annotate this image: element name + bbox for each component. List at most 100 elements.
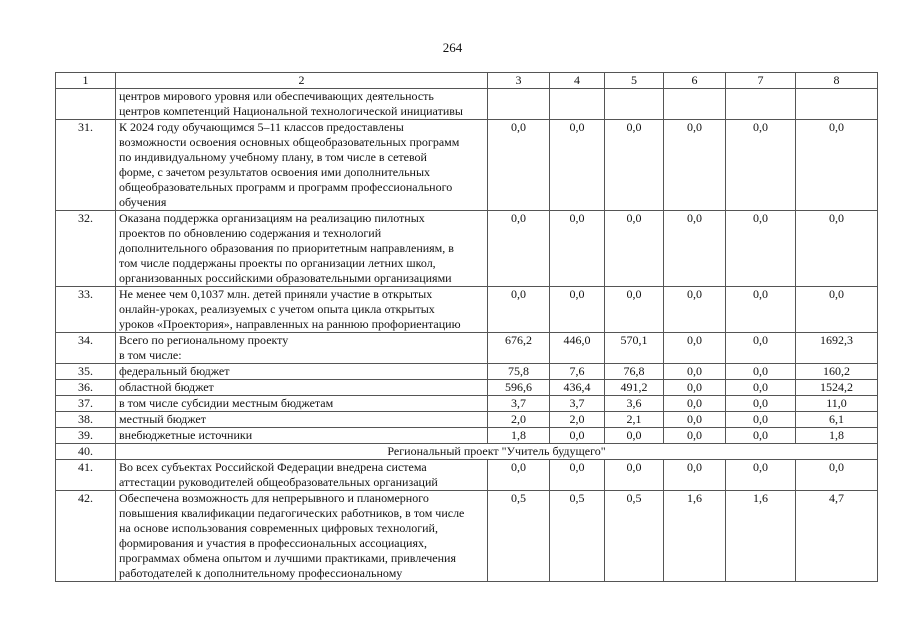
value-cell: 1524,2 xyxy=(795,379,878,396)
row-number-cell: 38. xyxy=(55,411,116,428)
value-cell: 0,0 xyxy=(663,332,726,364)
description-line: Оказана поддержка организациям на реализ… xyxy=(119,211,425,226)
header-cell: 2 xyxy=(115,72,488,89)
value-cell: 0,0 xyxy=(604,459,664,491)
value-cell: 0,0 xyxy=(549,119,605,211)
value-cell: 0,0 xyxy=(725,210,796,287)
row-number-cell: 36. xyxy=(55,379,116,396)
value-cell: 0,0 xyxy=(725,119,796,211)
table-row: 35. федеральный бюджет 75,8 7,6 76,8 0,0 0,0 16… xyxy=(55,363,878,380)
value-cell: 491,2 xyxy=(604,379,664,396)
header-cell: 7 xyxy=(725,72,796,89)
description-cell: Не менее чем 0,1037 млн. детей приняли у… xyxy=(115,286,488,333)
value-cell: 4,7 xyxy=(795,490,878,582)
description-cell: Во всех субъектах Российской Федерации в… xyxy=(115,459,488,491)
description-cell: в том числе субсидии местным бюджетам xyxy=(115,395,488,412)
value-cell: 0,0 xyxy=(725,286,796,333)
value-cell: 596,6 xyxy=(487,379,550,396)
description-line: Во всех субъектах Российской Федерации в… xyxy=(119,460,427,475)
value-cell: 1,8 xyxy=(487,427,550,444)
value-cell: 75,8 xyxy=(487,363,550,380)
description-line: возможности освоения основных общеобразо… xyxy=(119,135,460,149)
table-row: центров мирового уровня или обеспечивающ… xyxy=(55,88,878,120)
row-number-cell: 35. xyxy=(55,363,116,380)
description-cell: центров мирового уровня или обеспечивающ… xyxy=(115,88,488,120)
description-line: по индивидуальному учебному плану, в том… xyxy=(119,150,427,164)
value-cell: 0,0 xyxy=(663,286,726,333)
value-cell: 0,0 xyxy=(487,210,550,287)
description-line: Не менее чем 0,1037 млн. детей приняли у… xyxy=(119,287,433,302)
value-cell: 0,0 xyxy=(663,119,726,211)
table-row: 37. в том числе субсидии местным бюджетам… xyxy=(55,395,878,412)
value-cell: 0,0 xyxy=(604,210,664,287)
description-line: на основе использования современных цифр… xyxy=(119,521,438,535)
description-line: в том числе субсидии местным бюджетам xyxy=(119,396,334,411)
row-number-cell xyxy=(55,88,116,120)
description-line: центров компетенций Национальной техноло… xyxy=(119,104,463,118)
description-cell: Обеспечена возможность для непрерывного … xyxy=(115,490,488,582)
table-row: 42. Обеспечена возможность для непрерывно… xyxy=(55,490,878,582)
value-cell: 0,0 xyxy=(725,379,796,396)
description-line: дополнительного образования по приоритет… xyxy=(119,241,454,255)
value-cell: 0,5 xyxy=(604,490,664,582)
value-cell: 0,0 xyxy=(487,459,550,491)
description-line: организованных российскими образовательн… xyxy=(119,271,452,285)
description-cell: Всего по региональному проекту в том числ… xyxy=(115,332,488,364)
description-line: общеобразовательных программ и программ … xyxy=(119,180,453,194)
row-number-cell: 32. xyxy=(55,210,116,287)
value-cell: 2,0 xyxy=(549,411,605,428)
description-cell: областной бюджет xyxy=(115,379,488,396)
table-row: 36. областной бюджет 596,6 436,4 491,2 0,0 0,0… xyxy=(55,379,878,396)
row-number-cell: 34. xyxy=(55,332,116,364)
value-cell xyxy=(487,88,550,120)
value-cell: 3,7 xyxy=(487,395,550,412)
value-cell: 0,5 xyxy=(487,490,550,582)
description-line: К 2024 году обучающимся 5–11 классов пре… xyxy=(119,120,404,135)
row-number-cell: 37. xyxy=(55,395,116,412)
table-row: 32. Оказана поддержка организациям на реа… xyxy=(55,210,878,287)
value-cell: 436,4 xyxy=(549,379,605,396)
value-cell: 0,0 xyxy=(663,210,726,287)
value-cell: 7,6 xyxy=(549,363,605,380)
description-line: Всего по региональному проекту xyxy=(119,333,289,348)
description-cell: местный бюджет xyxy=(115,411,488,428)
value-cell: 0,0 xyxy=(795,119,878,211)
value-cell: 76,8 xyxy=(604,363,664,380)
value-cell: 2,1 xyxy=(604,411,664,428)
description-line: областной бюджет xyxy=(119,380,214,395)
value-cell: 1,6 xyxy=(725,490,796,582)
header-cell: 4 xyxy=(549,72,605,89)
budget-table: 1 2 3 4 5 6 7 8 центров мирового уровня … xyxy=(55,72,878,582)
value-cell: 0,0 xyxy=(725,395,796,412)
row-number-cell: 42. xyxy=(55,490,116,582)
description-line: внебюджетные источники xyxy=(119,428,253,443)
value-cell: 0,0 xyxy=(795,210,878,287)
value-cell: 0,0 xyxy=(549,427,605,444)
value-cell: 0,0 xyxy=(663,427,726,444)
value-cell: 0,0 xyxy=(663,459,726,491)
value-cell: 0,0 xyxy=(604,427,664,444)
table-row: 39. внебюджетные источники 1,8 0,0 0,0 0,0 0,0… xyxy=(55,427,878,444)
value-cell: 0,0 xyxy=(725,363,796,380)
row-number-cell: 39. xyxy=(55,427,116,444)
value-cell: 0,0 xyxy=(549,459,605,491)
value-cell: 0,0 xyxy=(663,363,726,380)
description-line: уроков «Проектория», направленных на ран… xyxy=(119,317,461,331)
row-number-cell: 40. xyxy=(55,443,116,460)
page-number: 264 xyxy=(442,40,463,55)
description-line: онлайн-уроках, реализуемых с учетом опыт… xyxy=(119,302,435,316)
value-cell: 0,0 xyxy=(487,286,550,333)
value-cell: 6,1 xyxy=(795,411,878,428)
description-line: центров мирового уровня или обеспечивающ… xyxy=(119,89,434,104)
value-cell: 0,0 xyxy=(487,119,550,211)
table-row: 40. Региональный проект "Учитель будущего… xyxy=(55,443,878,460)
table-row: 31. К 2024 году обучающимся 5–11 классов … xyxy=(55,119,878,211)
description-line: формирования и участия в профессиональны… xyxy=(119,536,427,550)
value-cell: 2,0 xyxy=(487,411,550,428)
value-cell: 160,2 xyxy=(795,363,878,380)
description-line: том числе поддержаны проекты по организа… xyxy=(119,256,436,270)
table-row: 38. местный бюджет 2,0 2,0 2,1 0,0 0,0 6,1 xyxy=(55,411,878,428)
description-line: работодателей к дополнительному професси… xyxy=(119,566,403,580)
table-row: 33. Не менее чем 0,1037 млн. детей принял… xyxy=(55,286,878,333)
value-cell: 446,0 xyxy=(549,332,605,364)
